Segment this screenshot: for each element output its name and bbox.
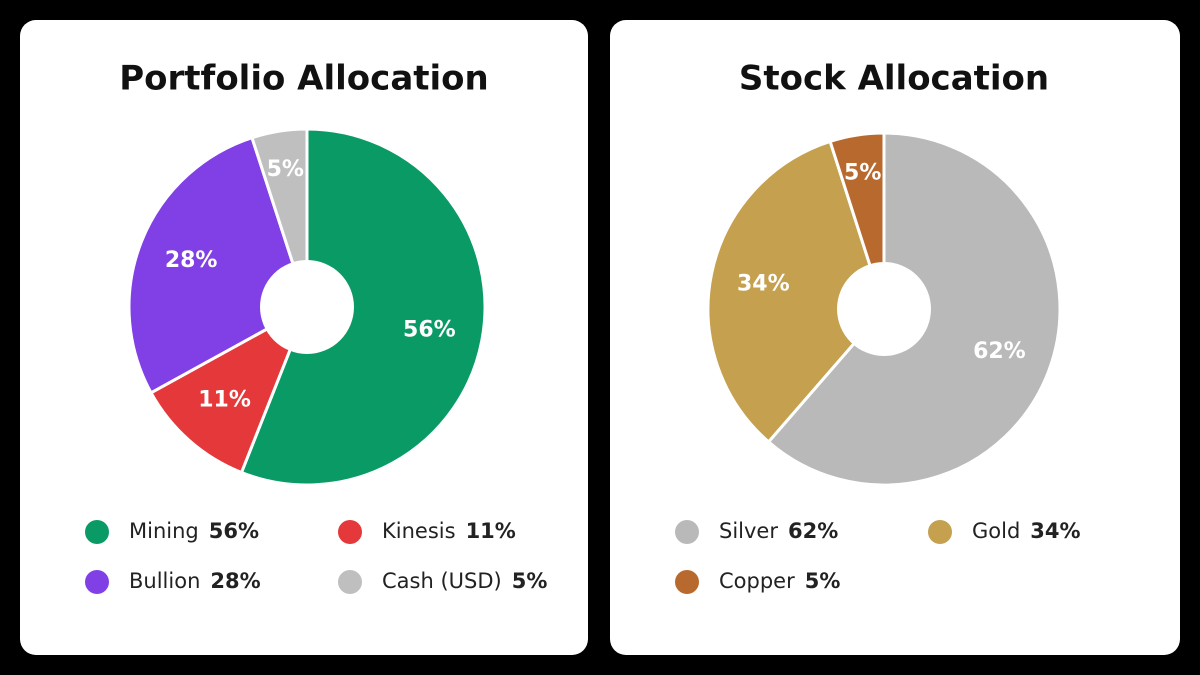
legend-value: 5% bbox=[805, 569, 841, 593]
chart-title: Portfolio Allocation bbox=[119, 59, 489, 99]
legend-value: 5% bbox=[512, 569, 548, 593]
legend-swatch bbox=[338, 520, 362, 544]
legend-value: 11% bbox=[466, 519, 516, 543]
donut-hole bbox=[260, 260, 354, 354]
pie-slice bbox=[127, 135, 309, 395]
slice-label: 62% bbox=[973, 339, 1026, 364]
slice-label: 11% bbox=[198, 387, 251, 412]
slice-label: 34% bbox=[737, 271, 790, 296]
slice-label: 5% bbox=[267, 157, 304, 182]
pie-slice bbox=[148, 303, 310, 475]
legend-value: 28% bbox=[210, 569, 260, 593]
legend-value: 34% bbox=[1030, 519, 1080, 543]
legend-swatch bbox=[928, 520, 952, 544]
legend-label: Mining bbox=[129, 519, 199, 543]
legend-label: Kinesis bbox=[382, 519, 456, 543]
pie-slice bbox=[239, 127, 487, 487]
pie-slice bbox=[706, 139, 886, 444]
legend-swatch bbox=[675, 520, 699, 544]
legend-value: 56% bbox=[209, 519, 259, 543]
chart-title: Stock Allocation bbox=[739, 59, 1049, 99]
legend-swatch bbox=[85, 570, 109, 594]
legend-swatch bbox=[338, 570, 362, 594]
slice-label: 28% bbox=[165, 248, 218, 273]
legend-label: Bullion bbox=[129, 569, 200, 593]
slice-label: 56% bbox=[403, 317, 456, 342]
slice-label: 5% bbox=[844, 160, 881, 185]
legend-swatch bbox=[85, 520, 109, 544]
legend-value: 62% bbox=[788, 519, 838, 543]
legend-label: Gold bbox=[972, 519, 1020, 543]
legend-label: Copper bbox=[719, 569, 795, 593]
donut-hole bbox=[837, 262, 931, 356]
legend-label: Cash (USD) bbox=[382, 569, 502, 593]
legend-label: Silver bbox=[719, 519, 778, 543]
legend-swatch bbox=[675, 570, 699, 594]
